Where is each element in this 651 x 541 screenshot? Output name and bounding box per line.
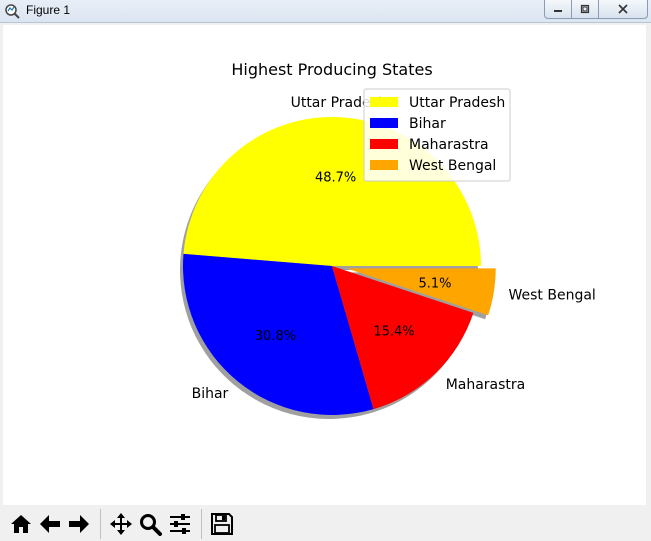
legend-label-maharastra: Maharastra (409, 137, 489, 153)
zoom-button[interactable] (137, 511, 163, 537)
percent-label-uttar-pradesh: 48.7% (315, 171, 356, 186)
pie-wedge-layer (182, 117, 496, 415)
legend-swatch-bihar (370, 118, 398, 128)
legend-label-west-bengal: West Bengal (409, 158, 496, 174)
pie-label-layer: 48.7% Uttar Pradesh 30.8% Bihar 15.4% Maharas… (192, 95, 596, 402)
maximize-button[interactable] (571, 0, 599, 19)
home-button[interactable] (8, 511, 34, 537)
save-button[interactable] (209, 511, 235, 537)
matplotlib-app-icon (5, 4, 20, 19)
chart-title: Highest Producing States (231, 60, 432, 79)
navigation-toolbar (0, 505, 651, 541)
category-label-bihar: Bihar (192, 386, 229, 402)
percent-label-bihar: 30.8% (255, 329, 296, 344)
legend-label-bihar: Bihar (409, 116, 446, 132)
configure-subplots-icon (170, 514, 190, 534)
legend-swatch-maharastra (370, 139, 398, 149)
pie-wedge-bihar (182, 253, 374, 415)
close-icon (618, 4, 628, 14)
legend: Uttar Pradesh Bihar Maharastra West Bengal (363, 88, 511, 182)
legend-frame (363, 88, 511, 182)
home-icon (11, 515, 31, 533)
back-arrow-icon (40, 515, 60, 533)
minimize-icon (554, 10, 562, 12)
toolbar-separator (201, 509, 202, 539)
legend-label-uttar-pradesh: Uttar Pradesh (409, 95, 505, 111)
percent-label-maharastra: 15.4% (373, 324, 414, 339)
category-label-maharastra: Maharastra (446, 377, 526, 393)
title-bar[interactable]: Figure 1 (0, 0, 651, 23)
toolbar-separator (100, 509, 101, 539)
save-icon (211, 513, 233, 535)
category-label-uttar-pradesh: Uttar Pradesh (291, 95, 387, 111)
legend-swatch-west-bengal (370, 160, 398, 170)
restore-icon (580, 4, 590, 14)
zoom-icon (140, 514, 162, 536)
minimize-button[interactable] (544, 0, 572, 19)
close-button[interactable] (598, 0, 648, 19)
pan-button[interactable] (108, 511, 134, 537)
configure-subplots-button[interactable] (167, 511, 193, 537)
window-title: Figure 1 (26, 3, 71, 17)
pie-wedge-west-bengal (346, 268, 496, 316)
percent-label-west-bengal: 5.1% (418, 277, 451, 292)
back-button[interactable] (37, 511, 63, 537)
pan-icon (110, 513, 132, 535)
category-label-west-bengal: West Bengal (509, 288, 596, 304)
pie-wedge-maharastra (332, 266, 474, 410)
legend-swatch-uttar-pradesh (370, 97, 398, 107)
forward-arrow-icon (69, 515, 89, 533)
forward-button[interactable] (66, 511, 92, 537)
figure-canvas[interactable]: Highest Producing States 48.7% Uttar Prad… (3, 25, 646, 505)
pie-chart: Highest Producing States 48.7% Uttar Prad… (180, 60, 596, 420)
